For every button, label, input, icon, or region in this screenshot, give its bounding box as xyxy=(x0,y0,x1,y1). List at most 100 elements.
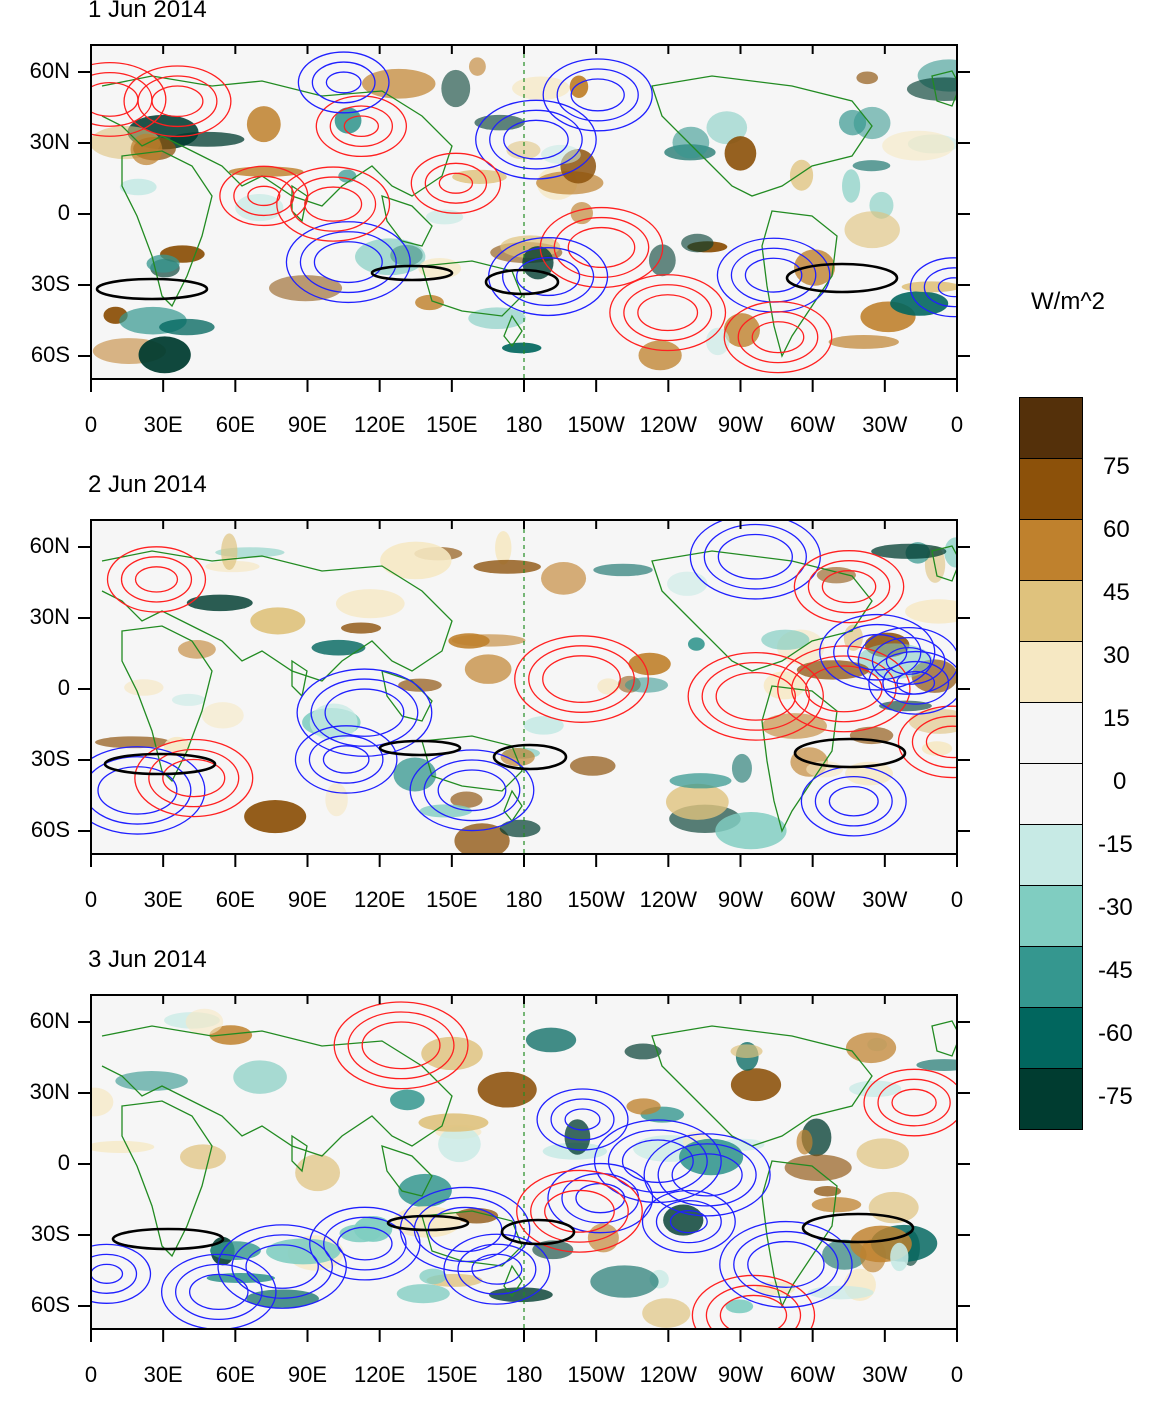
anomaly-shading xyxy=(541,144,581,165)
coastline xyxy=(761,685,838,833)
negative-contour xyxy=(285,221,411,304)
negative-contour xyxy=(671,1153,743,1197)
anomaly-shading xyxy=(418,1113,489,1132)
lon-label: 120W xyxy=(639,887,698,912)
positive-contour xyxy=(92,71,153,127)
anomaly-shading xyxy=(852,160,891,172)
positive-contour xyxy=(567,226,636,269)
negative-contour xyxy=(570,78,625,112)
lon-label: 0 xyxy=(84,412,98,437)
negative-contour xyxy=(437,769,507,812)
positive-contour xyxy=(361,1021,441,1070)
colorbar-swatch xyxy=(1019,885,1083,947)
anomaly-shading xyxy=(171,693,206,706)
positive-contour xyxy=(877,1078,951,1127)
lon-label: 60W xyxy=(790,1362,836,1387)
negative-contour xyxy=(503,119,569,160)
negative-contour xyxy=(92,1253,138,1294)
colorbar-label: 45 xyxy=(1103,579,1130,606)
negative-contour xyxy=(542,58,653,132)
anomaly-shading xyxy=(597,678,620,695)
anomaly-shading xyxy=(233,1060,287,1094)
negative-contour xyxy=(703,523,807,590)
lon-label: 90E xyxy=(287,412,328,437)
anomaly-shading xyxy=(871,543,947,559)
positive-contour xyxy=(777,645,911,733)
lon-label: 120W xyxy=(639,1362,698,1387)
anomaly-shading xyxy=(523,716,564,735)
lat-label: 30N xyxy=(29,604,70,629)
positive-contour xyxy=(120,556,193,603)
coastline xyxy=(121,1100,213,1258)
positive-contour xyxy=(134,738,254,818)
anomaly-shading xyxy=(828,335,899,349)
lon-label: 30E xyxy=(143,887,183,912)
negative-contour xyxy=(857,626,956,695)
positive-contour xyxy=(897,705,956,779)
anomaly-shading xyxy=(796,1129,813,1155)
negative-contour xyxy=(310,678,419,747)
anomaly-shading xyxy=(201,702,244,729)
lon-label: 180 xyxy=(505,412,543,437)
highlight-contour xyxy=(785,262,899,294)
map-plot-area xyxy=(90,519,958,855)
positive-contour xyxy=(821,570,877,604)
map-panel: 2 Jun 2014 60N 30N 0 30S 60S 0 30E 60E 90E 120E 150… xyxy=(0,471,1000,940)
positive-contour xyxy=(719,1294,788,1328)
anomaly-shading xyxy=(468,307,526,330)
anomaly-shading xyxy=(124,679,164,696)
panel-title: 2 Jun 2014 xyxy=(88,471,207,498)
coastline xyxy=(931,1020,956,1057)
anomaly-shading xyxy=(244,799,307,834)
negative-contour xyxy=(744,257,803,293)
lon-label: 30W xyxy=(862,1362,908,1387)
anomaly-shading xyxy=(115,1070,188,1091)
coastline xyxy=(761,210,838,358)
highlight-contour xyxy=(111,1227,225,1251)
anomaly-shading xyxy=(642,1298,691,1328)
highlight-contour xyxy=(492,743,568,771)
negative-contour xyxy=(297,51,390,114)
anomaly-shading xyxy=(477,1071,537,1108)
anomaly-shading xyxy=(665,783,729,820)
lat-label: 30N xyxy=(29,129,70,154)
negative-contour xyxy=(621,1139,694,1184)
positive-contour xyxy=(347,1011,455,1080)
anomaly-shading xyxy=(396,1284,450,1304)
negative-contour xyxy=(516,257,581,297)
colorbar-swatch xyxy=(1019,397,1083,459)
negative-contour xyxy=(296,668,433,757)
lon-label: 180 xyxy=(505,1362,543,1387)
lat-label: 60S xyxy=(30,1292,70,1317)
anomaly-shading xyxy=(415,294,444,311)
anomaly-shading xyxy=(906,77,956,101)
negative-contour xyxy=(325,71,362,94)
negative-contour xyxy=(323,1216,407,1271)
anomaly-shading xyxy=(309,703,358,741)
colorbar-label: -60 xyxy=(1098,1020,1133,1047)
lon-label: 30E xyxy=(143,412,183,437)
positive-contour xyxy=(162,758,226,798)
negative-contour xyxy=(733,1230,839,1298)
anomaly-shading xyxy=(186,594,253,612)
negative-contour xyxy=(575,1182,626,1214)
lon-label: 0 xyxy=(84,1362,98,1387)
anomaly-shading xyxy=(679,1138,744,1176)
anomaly-shading xyxy=(398,678,442,692)
colorbar-label: -75 xyxy=(1098,1083,1133,1110)
anomaly-shading xyxy=(499,819,541,838)
lon-label: 0 xyxy=(84,887,98,912)
lon-label: 150E xyxy=(426,1362,478,1387)
anomaly-shading xyxy=(853,106,891,140)
anomaly-shading xyxy=(648,244,676,277)
anomaly-shading xyxy=(761,713,827,739)
map-plot-area xyxy=(90,44,958,380)
lat-label: 0 xyxy=(57,1150,70,1175)
positive-contour xyxy=(530,1179,629,1243)
negative-contour xyxy=(643,1133,771,1217)
anomaly-shading xyxy=(512,76,570,100)
colorbar-swatch xyxy=(1019,763,1083,825)
negative-contour xyxy=(547,1162,654,1234)
anomaly-shading xyxy=(138,336,191,374)
lon-label: 30E xyxy=(143,1362,183,1387)
